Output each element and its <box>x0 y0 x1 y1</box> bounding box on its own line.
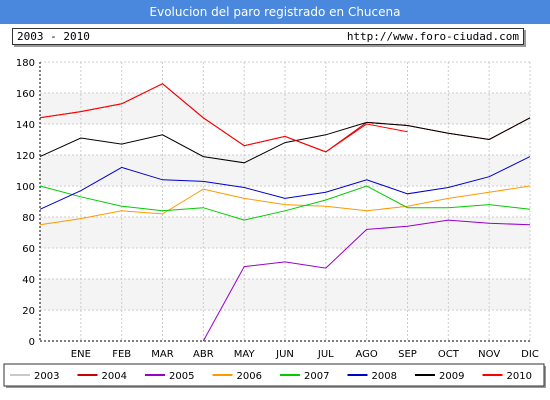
series-line-2010 <box>39 83 408 153</box>
x-tick-label: ENE <box>71 349 91 360</box>
y-tick-label: 120 <box>16 151 35 162</box>
legend-label-2003: 2003 <box>34 371 59 382</box>
y-tick-label: 80 <box>22 213 35 224</box>
legend-label-2008: 2008 <box>372 371 397 382</box>
legend-label-2004: 2004 <box>102 371 127 382</box>
chart-title: Evolucion del paro registrado en Chucena <box>0 0 550 24</box>
legend-label-2005: 2005 <box>169 371 194 382</box>
period-label: 2003 - 2010 <box>17 30 90 43</box>
x-tick-label: JUL <box>317 349 334 360</box>
y-tick-label: 180 <box>16 58 35 69</box>
legend-label-2006: 2006 <box>237 371 262 382</box>
x-tick-label: AGO <box>356 349 378 360</box>
series-line-2006 <box>39 185 531 226</box>
website-link[interactable]: http://www.foro-ciudad.com <box>346 30 519 43</box>
legend-label-2007: 2007 <box>304 371 329 382</box>
series-line-2008 <box>39 156 531 210</box>
y-tick-label: 100 <box>16 182 35 193</box>
x-tick-label: MAY <box>234 349 256 360</box>
x-tick-label: MAR <box>151 349 173 360</box>
y-tick-label: 40 <box>22 275 35 286</box>
info-box: 2003 - 2010 http://www.foro-ciudad.com <box>12 28 524 45</box>
legend-label-2009: 2009 <box>439 371 464 382</box>
x-tick-label: NOV <box>478 349 500 360</box>
y-tick-label: 160 <box>16 89 35 100</box>
x-tick-label: DIC <box>521 349 539 360</box>
series-line-2005 <box>202 219 531 342</box>
y-tick-label: 60 <box>22 244 35 255</box>
y-tick-label: 0 <box>29 337 35 348</box>
x-tick-label: ABR <box>193 349 214 360</box>
x-tick-label: SEP <box>398 349 417 360</box>
x-tick-label: JUN <box>275 349 294 360</box>
legend-label-2010: 2010 <box>507 371 532 382</box>
legend-box <box>3 363 545 387</box>
series-line-2009 <box>39 117 531 164</box>
series-line-2007 <box>39 185 531 221</box>
y-tick-label: 140 <box>16 120 35 131</box>
x-tick-label: OCT <box>438 349 460 360</box>
x-tick-label: FEB <box>112 349 131 360</box>
y-tick-label: 20 <box>22 306 35 317</box>
